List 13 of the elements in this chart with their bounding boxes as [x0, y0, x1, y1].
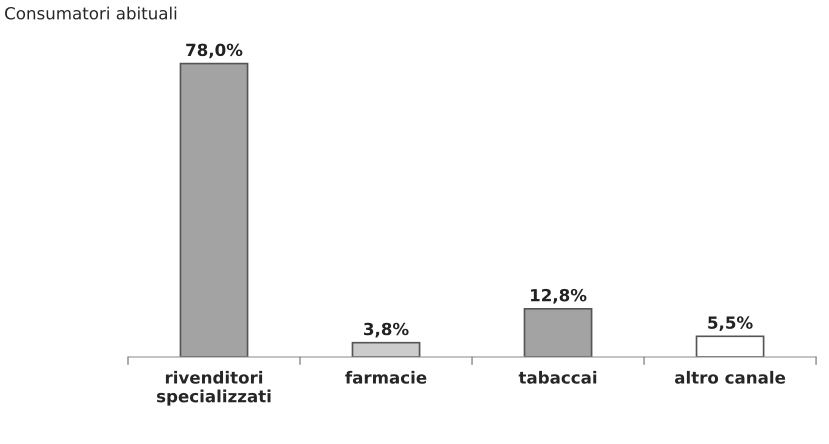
- data-label: 5,5%: [708, 316, 753, 332]
- data-label: 78,0%: [186, 44, 242, 58]
- data-label: 3,8%: [364, 322, 409, 338]
- x-tick-label: farmacie: [345, 370, 426, 384]
- x-tick-label: tabaccai: [518, 370, 596, 384]
- data-label: 12,8%: [531, 288, 586, 304]
- bar: [352, 342, 420, 357]
- chart-title: Consumatori abituali: [5, 6, 176, 20]
- x-tick-label: altro canale: [674, 370, 786, 384]
- bar: [524, 308, 592, 357]
- bar: [180, 62, 248, 357]
- x-tick-label: rivenditori specializzati: [156, 370, 270, 406]
- bar: [696, 335, 764, 357]
